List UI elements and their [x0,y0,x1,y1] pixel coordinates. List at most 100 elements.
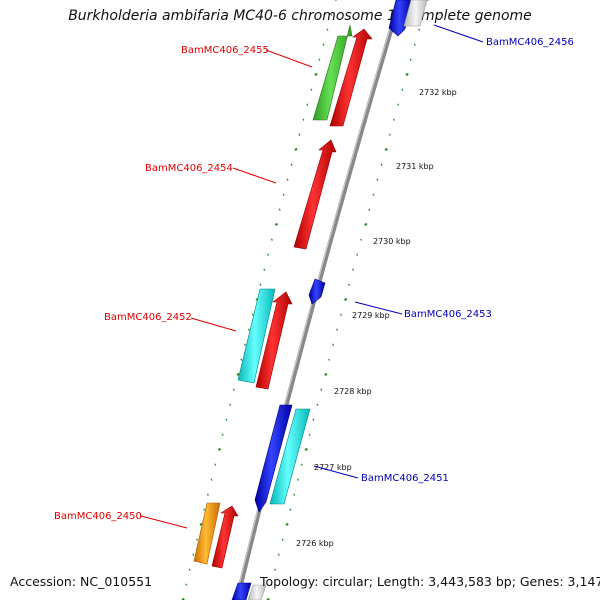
tick-mark [281,538,284,541]
tick-mark [330,13,333,16]
tick-mark [310,88,313,91]
gene-label-2451[interactable]: BamMC406_2451 [361,473,449,484]
tick-mark [289,508,292,511]
tick-mark [199,522,203,526]
gene-label-2453[interactable]: BamMC406_2453 [404,309,492,320]
tick-mark [364,222,368,226]
tick-mark [336,328,339,331]
tick-mark [274,568,277,571]
gene-arrow-cyan-2451[interactable] [269,408,311,505]
gene-arrow-blue-2451[interactable] [254,404,293,513]
tick-mark [278,208,281,211]
tick-mark [352,268,355,271]
tick-mark [285,522,289,526]
tick-mark [251,313,254,316]
tick-mark [195,538,198,541]
tick-mark [225,418,228,421]
gene-label-2454[interactable]: BamMC406_2454 [145,163,233,174]
tick-mark [326,28,329,31]
kbp-label: 2730 kbp [373,237,411,246]
tick-mark [267,253,270,256]
tick-mark [372,193,375,196]
tick-mark [343,297,348,301]
tick-mark [302,118,305,121]
gene-arrow-green-2455[interactable] [312,24,353,121]
tick-mark [360,238,363,241]
gene-arrow-red-2454[interactable] [293,139,337,250]
tick-mark [286,178,289,181]
tick-mark [214,463,217,466]
tick-mark [277,553,280,556]
tick-mark [293,493,296,496]
tick-mark [217,447,222,451]
accession-text: Accession: NC_010551 [10,574,153,589]
tick-mark [328,358,331,361]
tick-mark [348,283,351,286]
gene-arrow-blue-bottom[interactable] [231,582,252,600]
gene-arrow-red-2452[interactable] [255,291,293,390]
tick-mark [306,103,309,106]
tick-mark [221,433,224,436]
gene-arrow-cyan-2452[interactable] [237,288,276,384]
tick-mark [270,238,273,241]
tick-mark [240,358,243,361]
tick-mark [203,508,206,511]
tick-mark [316,403,319,406]
tick-mark [397,103,400,106]
gene-label-2455[interactable]: BamMC406_2455 [181,45,269,56]
tick-mark [232,388,235,391]
gene-label-2450[interactable]: BamMC406_2450 [54,511,142,522]
tick-mark [418,28,421,31]
tick-mark [263,268,266,271]
label-leader [232,167,277,184]
tick-mark [380,163,383,166]
kbp-label: 2726 kbp [296,539,334,548]
label-leader [265,49,313,68]
label-leader [140,515,188,529]
right-tick-track [266,0,430,600]
topology-text: Topology: circular; Length: 3,443,583 bp… [260,574,600,589]
tick-mark [368,208,371,211]
tick-mark [401,88,404,91]
tick-mark [340,313,343,316]
tick-mark [206,493,209,496]
gene-label-2452[interactable]: BamMC406_2452 [104,312,192,323]
gene-arrow-red-2455[interactable] [329,28,373,127]
tick-mark [332,343,335,346]
tick-mark [236,372,240,376]
tick-mark [413,43,416,46]
tick-mark [294,147,298,151]
tick-mark [290,163,293,166]
gene-arrow-red-2450[interactable] [211,505,239,569]
gene-arrow-orange-2450[interactable] [193,502,221,565]
tick-mark [304,447,308,451]
gene-arrow-blue-2453[interactable] [308,278,326,305]
gene-arrow-grey-2456[interactable] [403,0,428,27]
label-leader [313,465,359,479]
label-leader [354,301,403,315]
tick-mark [322,43,325,46]
tick-mark [388,133,391,136]
tick-mark [185,583,188,586]
gene-arrow-grey-bottom[interactable] [247,584,267,600]
tick-mark [405,72,409,76]
kbp-label: 2732 kbp [419,88,457,97]
tick-mark [192,553,195,556]
gene-label-2456[interactable]: BamMC406_2456 [486,37,574,48]
left-tick-track [181,0,338,600]
tick-mark [259,283,262,286]
tick-mark [312,418,315,421]
tick-mark [300,463,303,466]
tick-mark [314,72,318,76]
tick-mark [376,178,379,181]
tick-mark [356,253,359,256]
kbp-label: 2731 kbp [396,162,434,171]
tick-mark [409,58,412,61]
tick-mark [324,372,328,376]
tick-mark [274,222,279,226]
tick-mark [282,193,285,196]
tick-mark [298,133,301,136]
label-leader [190,317,237,332]
tick-mark [270,583,273,586]
